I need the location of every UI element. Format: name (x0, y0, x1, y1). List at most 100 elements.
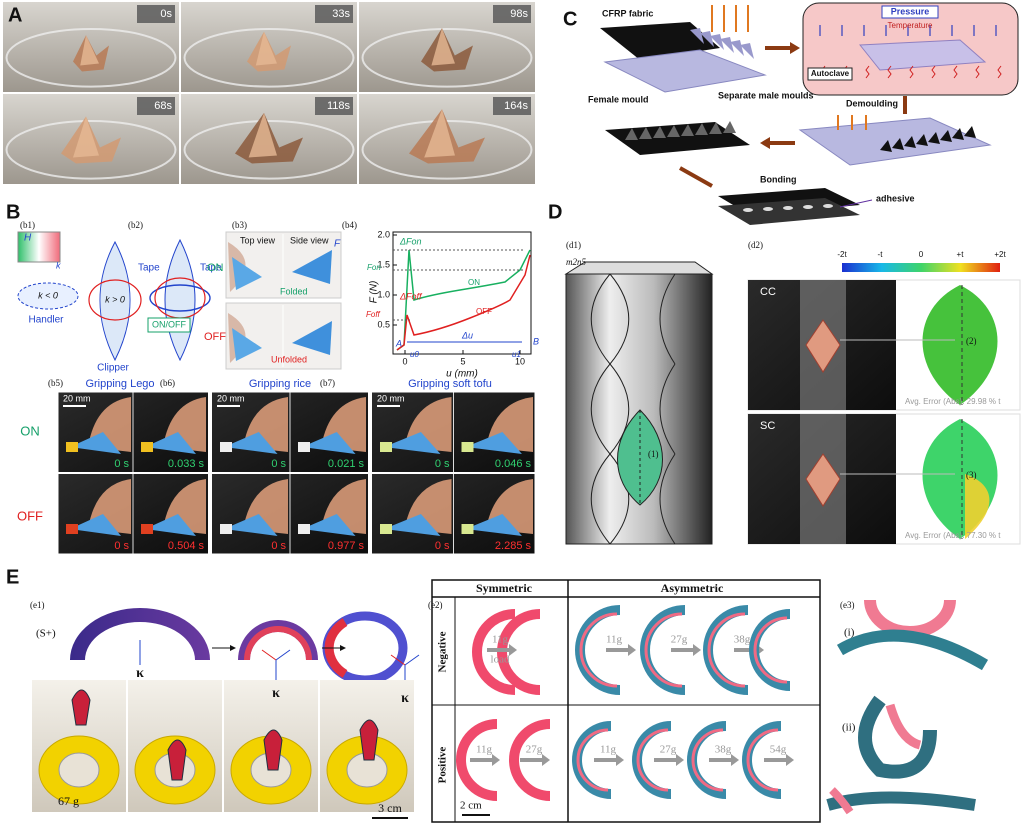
strip (509, 719, 551, 801)
strip (472, 609, 516, 695)
kappa: κ (136, 666, 144, 681)
panel-label: A (8, 4, 22, 26)
label: 2 cm (460, 800, 482, 812)
time: 0.504 s (168, 540, 205, 552)
gripper (384, 514, 441, 536)
label: k (56, 260, 61, 270)
load-arrow-head (616, 754, 624, 766)
load-label: 11g (492, 634, 509, 646)
load-arrow-head (731, 754, 739, 766)
label: Asymmetric (661, 581, 724, 595)
female-mould (603, 49, 767, 93)
strip (238, 620, 318, 660)
strip (829, 787, 854, 815)
object (380, 442, 392, 452)
heat (953, 65, 958, 79)
adhesive-spot (783, 206, 793, 210)
strip (359, 719, 379, 761)
tick-label: 1.0 (377, 289, 390, 299)
label: Negative (437, 631, 449, 672)
texture (639, 127, 652, 139)
label: 67 g (58, 794, 79, 808)
gripper (384, 432, 441, 454)
crease (590, 453, 611, 545)
cell (805, 453, 841, 507)
label: k > 0 (105, 294, 125, 304)
tape-core (58, 752, 100, 788)
label: ΔFon (399, 236, 422, 246)
panel-part (916, 134, 928, 146)
label: (d2) (748, 240, 763, 250)
strip-edge (579, 612, 618, 688)
vector (404, 654, 420, 666)
gripper (465, 432, 522, 454)
label: (b6) (160, 378, 175, 388)
panel-part (928, 132, 940, 144)
panel-part (952, 128, 964, 140)
panel-part (904, 136, 916, 148)
specimen-name: CC (760, 286, 776, 298)
gripper (302, 432, 356, 454)
dish-rim (183, 120, 355, 180)
dish-rim (5, 28, 177, 88)
object (141, 442, 153, 452)
leader (839, 199, 873, 208)
gripper (302, 514, 356, 536)
label: Unfolded (271, 354, 307, 364)
frame (57, 391, 536, 555)
label: (b5) (48, 378, 63, 388)
load-label: 38g (715, 744, 732, 756)
object (66, 442, 78, 452)
arrow-head (790, 42, 800, 54)
origami (80, 35, 99, 66)
mould (858, 39, 987, 71)
label: Pressure (891, 6, 930, 16)
colorbar (842, 263, 1000, 272)
label: (b1) (20, 220, 35, 230)
texture (681, 124, 694, 136)
panel-label: B (6, 201, 20, 223)
origami (255, 31, 277, 66)
origami (424, 109, 455, 158)
label: Separate male moulds (718, 90, 814, 100)
load-label: 27g (671, 634, 688, 646)
load-arrow-head (492, 754, 500, 766)
load-label: 11g (600, 744, 617, 756)
panel-label: C (563, 8, 577, 30)
label: Tape (138, 263, 160, 274)
gripper (224, 432, 278, 454)
label: (d1) (566, 240, 581, 250)
tick-label: 0 (402, 356, 407, 366)
label: OFF (476, 307, 492, 316)
tick-label: 2.0 (377, 229, 390, 239)
gripper (292, 321, 332, 355)
label: B (533, 336, 539, 346)
object (220, 524, 232, 534)
gripper (70, 514, 121, 536)
adhesive-spot (743, 208, 753, 212)
arrow-head (760, 137, 770, 149)
texture (625, 128, 638, 140)
object (66, 524, 78, 534)
time: 0.046 s (495, 458, 532, 470)
crease (609, 453, 630, 545)
gripper (465, 514, 522, 536)
time: 0.021 s (328, 458, 365, 470)
label: Avg. Error (Abs): 29.98 % t (905, 397, 1001, 406)
plot-frame (392, 231, 532, 355)
gripper (292, 250, 332, 284)
label: Demoulding (846, 98, 898, 108)
label: ON (207, 262, 224, 274)
vector (390, 654, 406, 666)
colorbar-label: +t (957, 250, 965, 259)
illustrations (3, 2, 1021, 823)
gripper (224, 514, 278, 536)
time: 0 s (271, 458, 286, 470)
label: Handler (28, 315, 64, 326)
label: Temperature (888, 21, 933, 30)
label: (b3) (232, 220, 247, 230)
label: F (N) (369, 281, 380, 304)
kappa: κ (401, 691, 409, 706)
label: adhesive (876, 193, 915, 203)
texture (723, 121, 736, 133)
